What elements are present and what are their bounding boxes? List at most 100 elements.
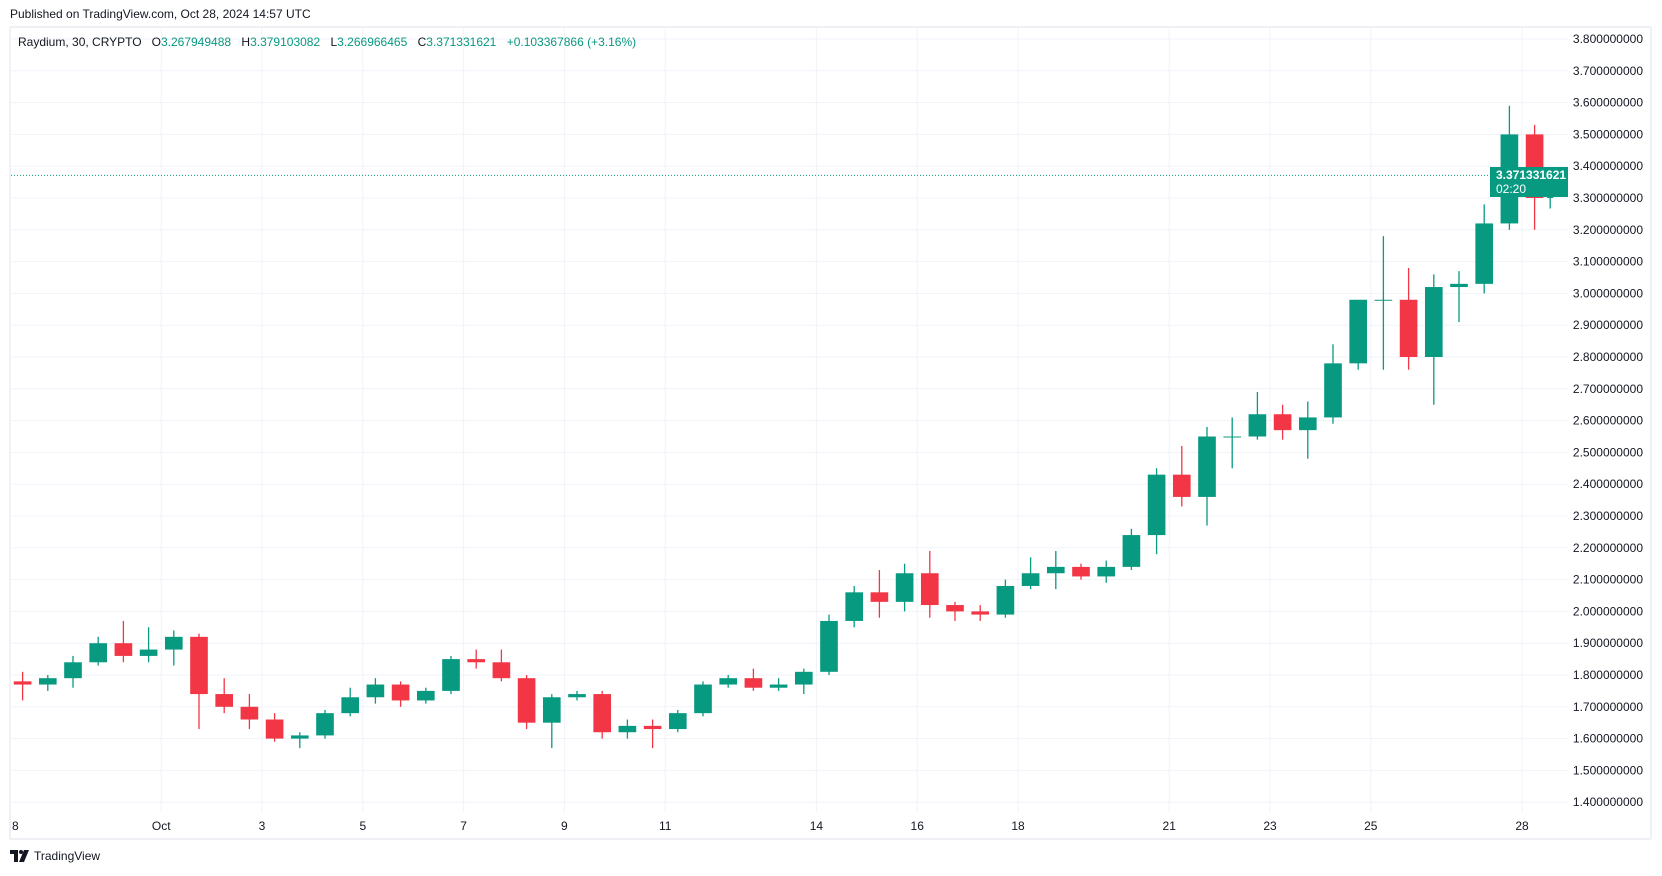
candle[interactable] [240,694,259,730]
time-axis[interactable]: 8 Oct 3 5 7 9 11 14 16 18 21 23 25 28 [12,819,1529,833]
price-tick-label: 3.000000000 [1573,286,1643,300]
candle-body [694,684,712,714]
candle[interactable] [215,678,234,714]
candle[interactable] [769,678,788,691]
candle[interactable] [38,675,57,691]
grid-lines [9,28,1568,812]
candle[interactable] [820,614,838,675]
time-tick-label: 3 [259,819,266,833]
price-tick-label: 1.900000000 [1573,636,1643,650]
candle[interactable] [1072,563,1090,580]
candle-body [13,681,32,685]
candle[interactable] [467,649,486,669]
candle[interactable] [139,627,158,663]
candle[interactable] [13,671,32,701]
candle[interactable] [89,636,108,666]
candle[interactable] [1298,401,1317,459]
candle-body [341,697,360,714]
candle-body [316,713,334,736]
candle-body [1046,566,1065,574]
candle[interactable] [996,579,1015,618]
candle[interactable] [1424,274,1443,405]
candle-body [240,706,259,720]
candle[interactable] [895,563,914,612]
candle-body [492,662,511,679]
candle[interactable] [164,630,183,666]
candle[interactable] [190,633,208,730]
last-price-label: 3.371331621 02:20 [1490,167,1568,197]
candle-body [391,684,410,701]
price-tick-label: 2.600000000 [1573,414,1643,428]
ohlc-legend: Raydium, 30, CRYPTO O3.267949488 H3.3791… [18,35,643,49]
candle[interactable] [1147,468,1166,555]
candle-body [416,690,435,701]
candle[interactable] [1349,299,1368,370]
price-tick-label: 3.300000000 [1573,191,1643,205]
open-label: O [151,35,161,49]
candle[interactable] [341,687,360,717]
time-tick-label: 18 [1011,819,1025,833]
time-tick-label: 21 [1163,819,1177,833]
candle[interactable] [618,719,637,739]
close-value: 3.371331621 [426,35,497,49]
price-axis[interactable]: 1.400000000 1.500000000 1.600000000 1.70000… [1573,32,1643,809]
candle-body [820,620,838,672]
price-tick-label: 1.600000000 [1573,732,1643,746]
candle[interactable] [1475,204,1494,294]
candle-body [1223,436,1242,438]
candle-body [1147,474,1166,536]
time-tick-label: 8 [12,819,19,833]
candle[interactable] [694,681,712,717]
tradingview-logo-icon [10,850,29,862]
candle[interactable] [1097,560,1116,583]
price-tick-label: 3.700000000 [1573,64,1643,78]
candle[interactable] [719,675,738,688]
candle[interactable] [316,709,334,739]
candle[interactable] [290,732,309,749]
candle[interactable] [1450,271,1468,323]
candle-body [920,573,939,606]
candle[interactable] [1021,557,1040,590]
candle[interactable] [845,585,864,628]
candle[interactable] [492,649,511,682]
candle[interactable] [920,550,939,618]
price-tick-label: 2.900000000 [1573,318,1643,332]
candle[interactable] [1046,550,1065,590]
candle[interactable] [517,675,536,730]
candle[interactable] [1223,417,1242,469]
candle[interactable] [1122,528,1141,571]
candle-body [265,719,284,739]
candle[interactable] [643,719,662,749]
candle[interactable] [391,681,410,707]
candle[interactable] [442,655,460,695]
candle[interactable] [366,678,385,704]
candle[interactable] [1248,391,1267,440]
candle[interactable] [593,690,612,739]
candle[interactable] [416,687,435,704]
candle[interactable] [794,668,813,695]
candle-body [64,662,82,679]
candle[interactable] [1273,404,1292,440]
candle[interactable] [542,694,561,749]
footer-brand[interactable]: TradingView [10,849,100,863]
candle[interactable] [114,620,133,663]
candle[interactable] [870,570,889,618]
symbol-label[interactable]: Raydium, 30, CRYPTO [18,35,142,49]
candle[interactable] [568,690,586,701]
candle[interactable] [1324,344,1342,424]
price-tick-label: 2.700000000 [1573,382,1643,396]
candle[interactable] [946,601,964,621]
candle[interactable] [64,655,82,688]
candle-body [744,678,763,688]
candle[interactable] [1374,236,1393,370]
candle[interactable] [744,668,763,691]
high-label: H [241,35,251,49]
candle[interactable] [265,713,284,742]
candle-body [1097,566,1116,577]
candle[interactable] [971,605,990,621]
candle[interactable] [1198,426,1216,526]
candle[interactable] [1172,446,1191,507]
candle[interactable] [1399,267,1418,370]
candle[interactable] [668,709,687,733]
